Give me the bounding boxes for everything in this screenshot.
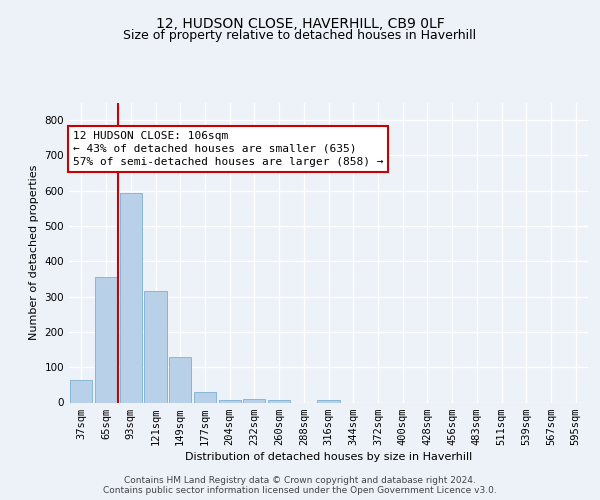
Bar [145, 292, 167, 403]
Y-axis label: Number of detached properties: Number of detached properties [29, 165, 39, 340]
Text: Size of property relative to detached houses in Haverhill: Size of property relative to detached ho… [124, 29, 476, 42]
Bar [268, 400, 290, 402]
Bar [194, 392, 216, 402]
Text: Contains public sector information licensed under the Open Government Licence v3: Contains public sector information licen… [103, 486, 497, 495]
Bar [95, 277, 117, 402]
Text: Contains HM Land Registry data © Crown copyright and database right 2024.: Contains HM Land Registry data © Crown c… [124, 476, 476, 485]
Text: 12 HUDSON CLOSE: 106sqm
← 43% of detached houses are smaller (635)
57% of semi-d: 12 HUDSON CLOSE: 106sqm ← 43% of detache… [73, 130, 383, 167]
Bar [70, 380, 92, 402]
Text: 12, HUDSON CLOSE, HAVERHILL, CB9 0LF: 12, HUDSON CLOSE, HAVERHILL, CB9 0LF [155, 18, 445, 32]
Bar [119, 192, 142, 402]
Bar [243, 399, 265, 402]
Bar [218, 400, 241, 402]
X-axis label: Distribution of detached houses by size in Haverhill: Distribution of detached houses by size … [185, 452, 472, 462]
Bar [169, 358, 191, 403]
Bar [317, 400, 340, 402]
